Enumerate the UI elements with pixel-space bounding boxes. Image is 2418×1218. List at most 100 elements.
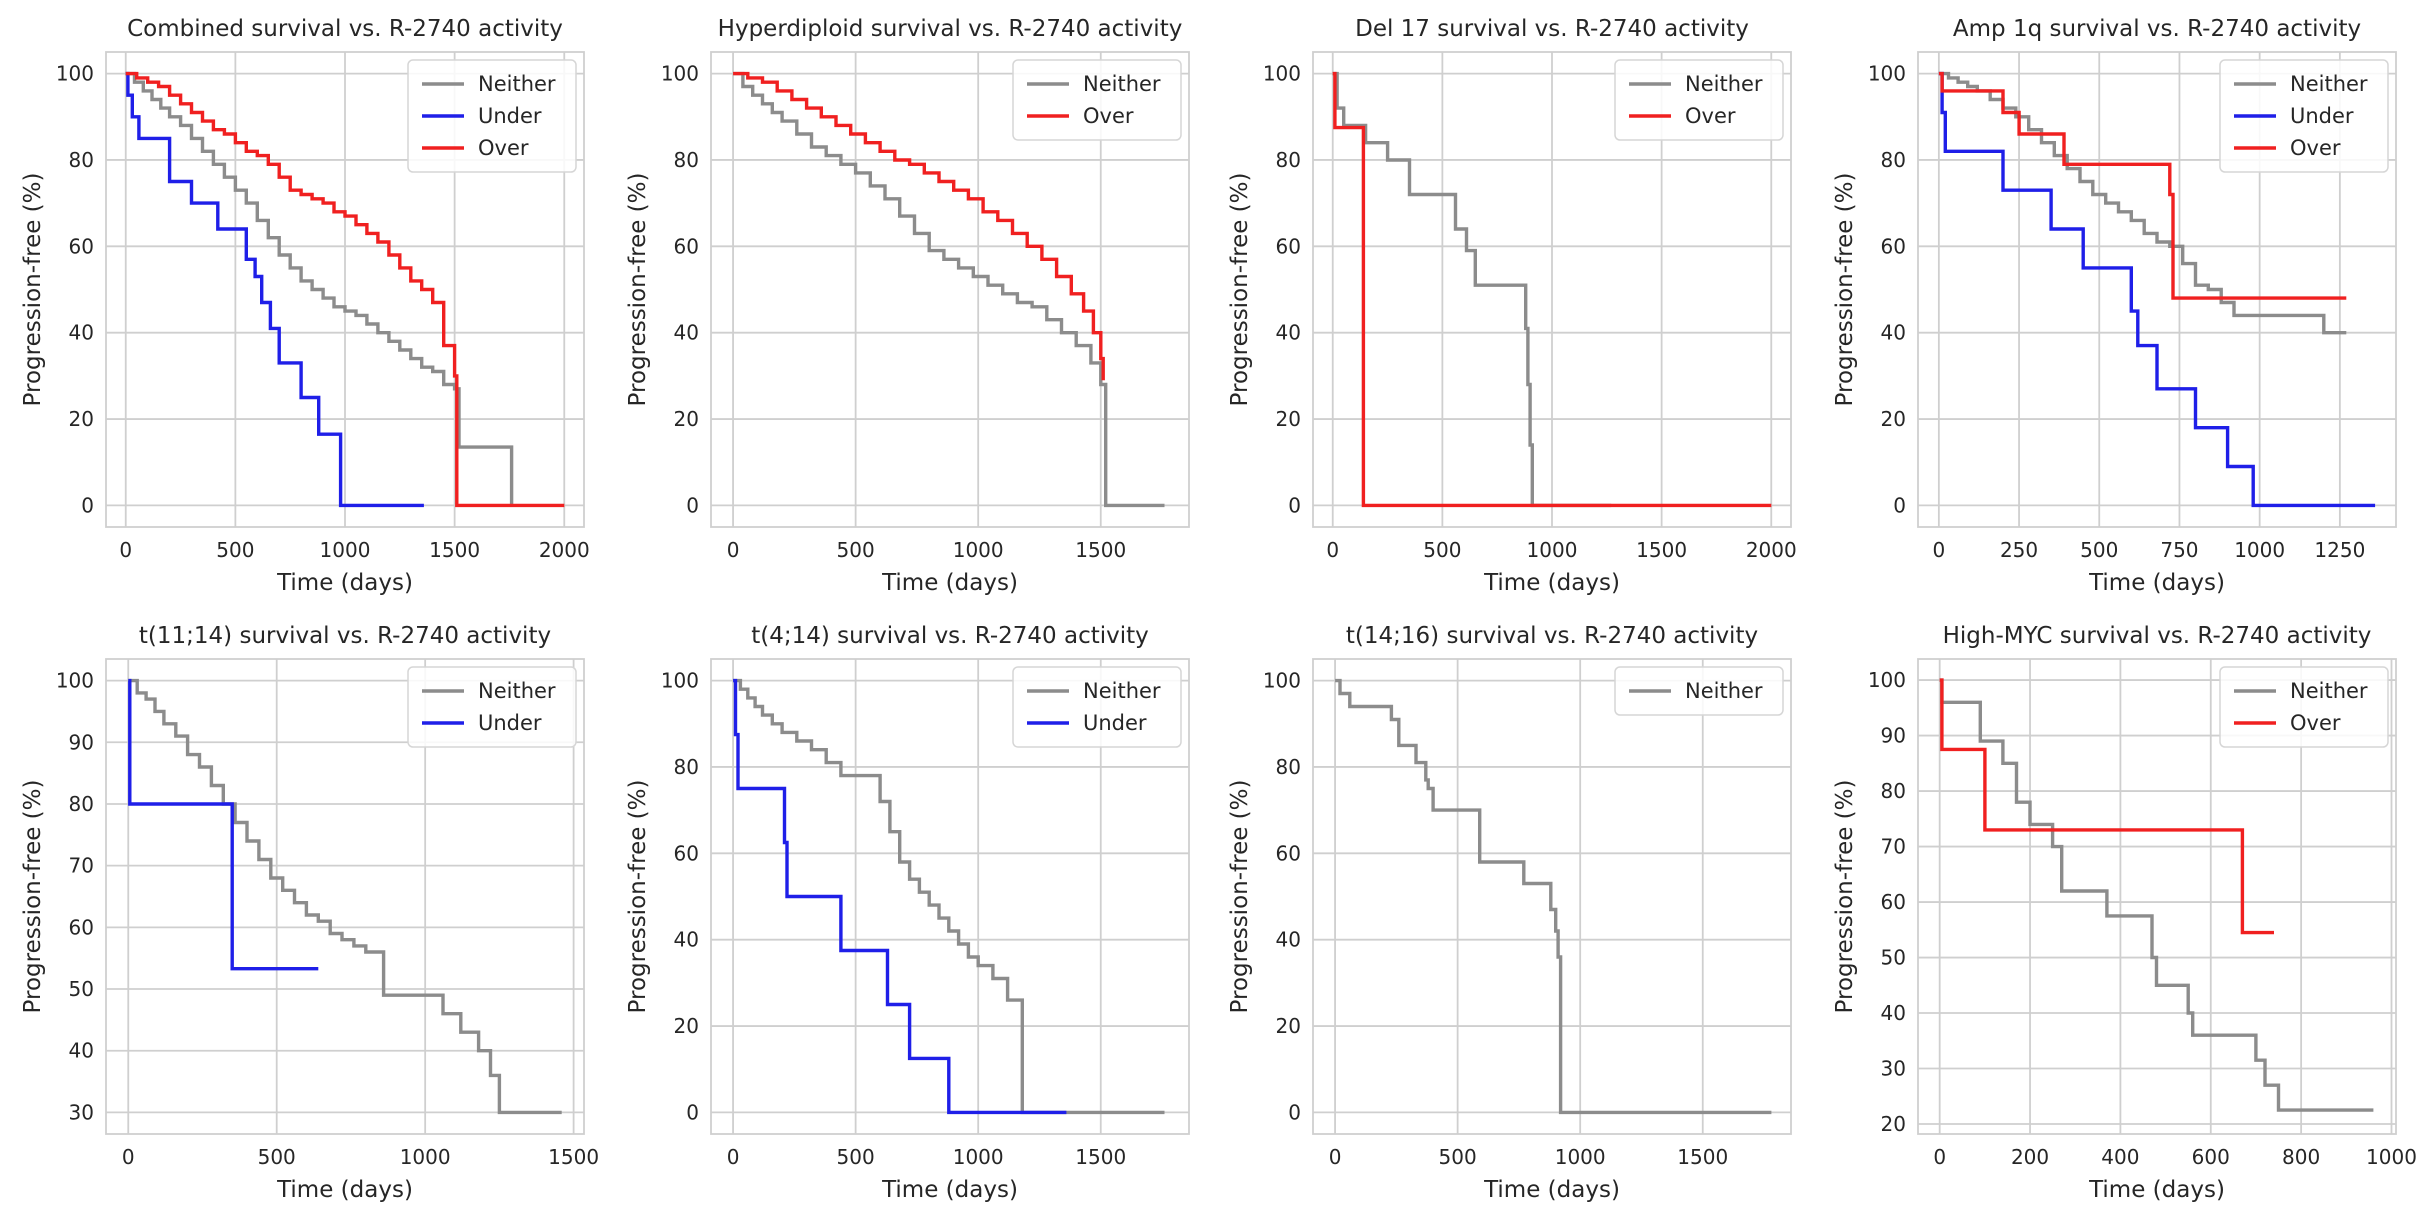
chart-title: t(11;14) survival vs. R-2740 activity — [139, 623, 551, 649]
x-tick-label: 0 — [1932, 538, 1945, 562]
y-tick-label: 100 — [1263, 62, 1301, 86]
legend-frame — [407, 666, 577, 748]
y-tick-label: 40 — [69, 1039, 94, 1063]
plot-area-frame — [1917, 658, 2397, 1135]
x-tick-label: 500 — [837, 538, 875, 562]
x-tick-label: 500 — [216, 538, 254, 562]
legend-label-under: Under — [1083, 711, 1147, 735]
x-tick-label: 2000 — [539, 538, 590, 562]
series-neither-line — [733, 678, 1165, 1115]
chart-title: t(14;16) survival vs. R-2740 activity — [1346, 623, 1758, 649]
chart-title: t(4;14) survival vs. R-2740 activity — [751, 623, 1149, 649]
y-tick-label: 60 — [674, 841, 699, 865]
y-tick-label: 100 — [661, 669, 699, 693]
x-tick-label: 0 — [119, 538, 132, 562]
legend-label-under: Under — [2290, 104, 2354, 128]
subplot-6: 0 500 1000 1500 0 20 40 60 80 100 t(4;14) survival… — [625, 623, 1190, 1203]
y-tick-label: 80 — [1276, 755, 1301, 779]
y-axis-label: Progression-free (%) — [1832, 173, 1858, 407]
y-tick-label: 40 — [1881, 1001, 1906, 1025]
x-tick-label: 500 — [1423, 538, 1461, 562]
x-tick-label: 500 — [837, 1145, 875, 1169]
x-tick-label: 500 — [1439, 1145, 1477, 1169]
y-tick-label: 0 — [686, 493, 699, 517]
y-tick-label: 0 — [1288, 493, 1301, 517]
chart-title: High-MYC survival vs. R-2740 activity — [1943, 623, 2372, 649]
x-tick-label: 1000 — [2366, 1145, 2417, 1169]
legend-label-neither: Neither — [2290, 679, 2368, 703]
y-tick-label: 80 — [1881, 148, 1906, 172]
x-tick-label: 1500 — [548, 1145, 599, 1169]
y-tick-label: 70 — [69, 854, 94, 878]
legend: Neither Under — [407, 666, 577, 748]
x-tick-label: 750 — [2160, 538, 2198, 562]
legend-label-neither: Neither — [478, 72, 556, 96]
y-tick-label: 100 — [56, 669, 94, 693]
x-tick-label: 0 — [122, 1145, 135, 1169]
x-tick-label: 500 — [258, 1145, 296, 1169]
y-tick-label: 20 — [674, 1014, 699, 1038]
x-tick-label: 1500 — [1636, 538, 1687, 562]
y-axis-label: Progression-free (%) — [625, 173, 651, 407]
y-tick-label: 80 — [69, 792, 94, 816]
legend-label-neither: Neither — [1685, 72, 1763, 96]
y-axis-label: Progression-free (%) — [625, 780, 651, 1014]
y-tick-label: 20 — [674, 407, 699, 431]
series-neither-line — [1332, 71, 1612, 508]
series-under-line — [125, 71, 424, 508]
x-tick-label: 0 — [1326, 538, 1339, 562]
legend: Neither Over — [1012, 59, 1182, 141]
y-tick-label: 80 — [674, 755, 699, 779]
y-tick-label: 80 — [1276, 148, 1301, 172]
legend-label-neither: Neither — [1083, 72, 1161, 96]
x-axis-label: Time (days) — [276, 570, 413, 596]
y-tick-label: 50 — [1881, 946, 1906, 970]
series-over-line — [1332, 71, 1772, 508]
series-neither-line — [733, 71, 1165, 508]
legend-frame — [2219, 666, 2389, 748]
y-tick-label: 0 — [81, 493, 94, 517]
x-tick-label: 400 — [2101, 1145, 2139, 1169]
plot-area-frame — [105, 658, 585, 1135]
subplot-4: 0 250 500 750 1000 1250 0 20 40 60 80 100 Amp 1q sur… — [1832, 16, 2397, 596]
y-tick-label: 60 — [1881, 890, 1906, 914]
y-tick-label: 40 — [1881, 321, 1906, 345]
plot-area-frame — [1312, 658, 1792, 1135]
y-tick-label: 90 — [69, 730, 94, 754]
y-tick-label: 100 — [56, 62, 94, 86]
y-axis-label: Progression-free (%) — [1227, 173, 1253, 407]
y-tick-label: 100 — [1263, 669, 1301, 693]
plot-area-frame — [710, 51, 1190, 528]
plot-area-frame — [1917, 51, 2397, 528]
y-axis-label: Progression-free (%) — [1227, 780, 1253, 1014]
y-tick-label: 40 — [674, 928, 699, 952]
legend-label-neither: Neither — [1685, 679, 1763, 703]
x-tick-label: 1000 — [1527, 538, 1578, 562]
x-tick-label: 1000 — [320, 538, 371, 562]
chart-title: Amp 1q survival vs. R-2740 activity — [1953, 16, 2361, 42]
legend: Neither Under — [1012, 666, 1182, 748]
y-tick-label: 60 — [1881, 234, 1906, 258]
y-tick-label: 50 — [69, 977, 94, 1001]
series-neither-line — [125, 71, 514, 506]
series-over-line — [1938, 71, 2347, 300]
x-tick-label: 0 — [727, 1145, 740, 1169]
y-tick-label: 30 — [69, 1100, 94, 1124]
legend-label-over: Over — [2290, 136, 2341, 160]
x-axis-label: Time (days) — [2088, 1177, 2225, 1203]
x-tick-label: 1000 — [400, 1145, 451, 1169]
series-neither-line — [1335, 678, 1772, 1115]
y-tick-label: 0 — [686, 1100, 699, 1124]
y-tick-label: 40 — [674, 321, 699, 345]
y-tick-label: 40 — [1276, 928, 1301, 952]
y-tick-label: 80 — [1881, 779, 1906, 803]
series-under-line — [1938, 71, 2376, 508]
legend-frame — [1614, 666, 1784, 716]
chart-title: Hyperdiploid survival vs. R-2740 activit… — [718, 16, 1183, 42]
series-over-line — [1939, 678, 2274, 935]
series-neither-line — [128, 678, 562, 1115]
x-tick-label: 800 — [2282, 1145, 2320, 1169]
legend-label-over: Over — [1685, 104, 1736, 128]
legend-frame — [1614, 59, 1784, 141]
x-tick-label: 0 — [1329, 1145, 1342, 1169]
